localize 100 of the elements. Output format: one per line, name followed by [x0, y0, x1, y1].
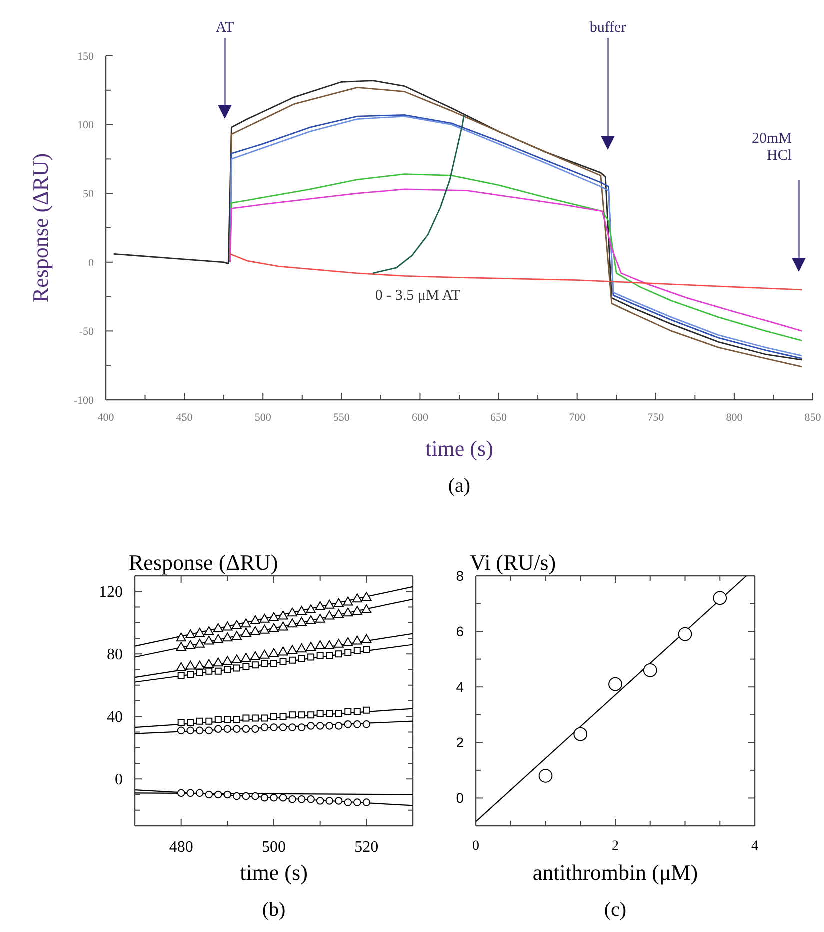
point — [308, 654, 315, 661]
point — [260, 794, 269, 802]
x-tick-label: 450 — [176, 412, 194, 424]
point — [298, 712, 306, 719]
point — [362, 634, 372, 644]
point — [222, 656, 233, 666]
point — [270, 713, 278, 720]
point — [204, 626, 214, 636]
point — [280, 658, 287, 666]
y-tick-label: 40 — [107, 709, 123, 726]
point — [287, 645, 298, 654]
annotation: 20mM HCl — [752, 131, 792, 164]
x-tick-label: 2 — [612, 839, 619, 854]
point — [316, 710, 324, 717]
point — [232, 631, 242, 640]
point — [298, 655, 306, 662]
x-axis-title: antithrombin (μM) — [532, 860, 698, 885]
x-tick-label: 800 — [726, 412, 744, 424]
point — [538, 769, 553, 783]
point — [214, 668, 222, 675]
point — [206, 718, 213, 725]
text: (a) — [448, 475, 471, 497]
text: buffer — [590, 20, 626, 36]
x-tick-label: 850 — [804, 412, 822, 424]
point — [278, 610, 288, 620]
point — [250, 616, 261, 624]
point — [288, 796, 296, 804]
point — [316, 722, 324, 730]
point — [298, 724, 306, 732]
y-tick-label: 80 — [107, 646, 123, 664]
x-tick-label: 520 — [354, 839, 379, 856]
point — [608, 677, 622, 692]
point — [306, 616, 316, 624]
point — [334, 638, 344, 648]
y-tick-label: 0 — [88, 257, 94, 270]
point — [334, 598, 344, 608]
y-tick-label: 0 — [456, 790, 464, 806]
y-tick-label: 6 — [456, 623, 464, 640]
point — [334, 797, 343, 805]
point — [224, 716, 232, 724]
point — [176, 632, 186, 642]
point — [326, 652, 334, 660]
line-series — [372, 114, 465, 274]
point — [252, 662, 259, 669]
point — [213, 634, 224, 644]
point — [252, 792, 260, 800]
x-tick-label: 500 — [262, 839, 286, 856]
x-tick-label: 0 — [472, 839, 480, 854]
point — [224, 725, 232, 734]
point — [289, 656, 296, 664]
point — [296, 617, 307, 626]
point — [177, 789, 186, 798]
point — [233, 716, 240, 724]
x-tick-label: 4 — [752, 839, 758, 854]
point — [279, 794, 288, 802]
point — [250, 651, 261, 660]
point — [224, 666, 232, 674]
point — [260, 614, 270, 623]
point — [270, 660, 278, 667]
annotation: 0 - 3.5 μM AT — [375, 288, 461, 304]
point — [324, 610, 335, 620]
point — [354, 798, 362, 806]
point — [344, 708, 352, 716]
point — [334, 609, 344, 618]
point — [278, 622, 288, 631]
point — [187, 670, 194, 678]
point — [186, 660, 196, 670]
point — [363, 646, 370, 653]
point — [204, 636, 214, 645]
y-tick-label: 120 — [99, 584, 123, 602]
point — [232, 654, 242, 664]
point — [343, 596, 354, 606]
point — [344, 798, 352, 806]
point — [268, 648, 280, 658]
point — [233, 725, 241, 734]
point — [196, 789, 204, 798]
point — [288, 724, 296, 732]
point — [354, 648, 361, 654]
y-axis-title: Response (ΔRU) — [129, 550, 278, 575]
point — [206, 668, 213, 675]
point — [362, 604, 372, 614]
point — [352, 594, 362, 603]
point — [344, 720, 352, 728]
point — [177, 726, 186, 735]
y-axis-title: Response (ΔRU) — [28, 153, 53, 303]
point — [343, 608, 354, 617]
x-tick-label: 600 — [412, 412, 429, 424]
point — [326, 710, 334, 717]
point — [326, 797, 334, 805]
x-tick-label: 550 — [333, 412, 350, 424]
point — [268, 623, 280, 632]
point — [196, 669, 204, 676]
point — [176, 662, 186, 672]
point — [252, 725, 260, 734]
y-tick-label: -50 — [79, 326, 94, 338]
point — [242, 663, 250, 670]
y-tick-label: 100 — [78, 120, 94, 132]
point — [574, 727, 588, 742]
point — [335, 650, 342, 658]
text: (b) — [262, 899, 286, 921]
